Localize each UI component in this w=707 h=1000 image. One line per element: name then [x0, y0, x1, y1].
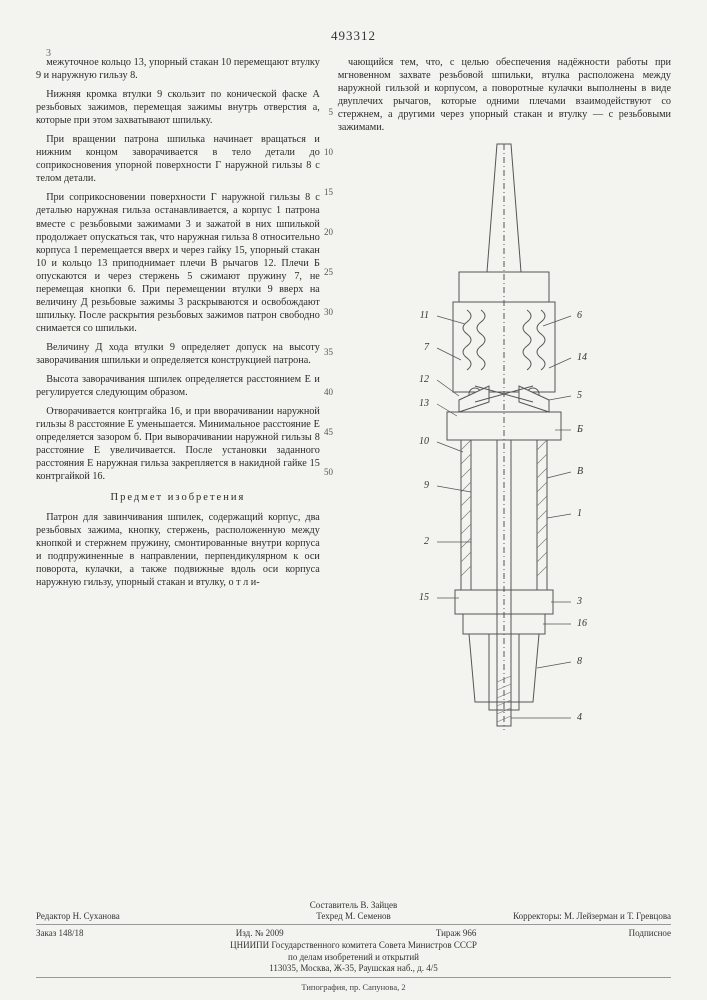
callout-label: 14 — [577, 352, 587, 363]
line-number: 5 — [324, 92, 333, 132]
line-number: 45 — [324, 412, 333, 452]
callout-label: В — [577, 466, 583, 477]
callout-label: 11 — [420, 310, 429, 321]
proof-label: Корректоры: — [513, 911, 562, 921]
callout-label: 13 — [419, 398, 429, 409]
paragraph: При вращении патрона шпилька начинает вр… — [36, 133, 320, 185]
publisher-address: 113035, Москва, Ж-35, Раушская наб., д. … — [36, 963, 671, 974]
line-number: 20 — [324, 212, 333, 252]
line-number: 15 — [324, 172, 333, 212]
line-number: 40 — [324, 372, 333, 412]
callout-label: 5 — [577, 390, 582, 401]
line-number: 35 — [324, 332, 333, 372]
right-column: чающийся тем, что, с целью обеспечения н… — [338, 56, 671, 732]
paragraph: Величину Д хода втулки 9 определяет допу… — [36, 341, 320, 367]
chuck-section-figure: 11 7 12 13 10 9 2 15 6 14 5 Б В 1 3 16 8 — [389, 142, 619, 732]
editor-label: Редактор — [36, 911, 70, 921]
text-columns: межуточное кольцо 13, упорный стакан 10 … — [36, 56, 671, 732]
line-number: 10 — [324, 132, 333, 172]
callout-label: 3 — [576, 596, 582, 607]
left-column: межуточное кольцо 13, упорный стакан 10 … — [36, 56, 320, 732]
footer-rule — [36, 924, 671, 925]
paragraph: Отворачивается контргайка 16, и при ввор… — [36, 405, 320, 483]
paragraph: Высота заворачивания шпилек определяется… — [36, 373, 320, 399]
order-number: Заказ 148/18 — [36, 928, 84, 938]
compiler-name: В. Зайцев — [360, 900, 397, 910]
callout-label: 1 — [577, 508, 582, 519]
line-number: 30 — [324, 292, 333, 332]
callout-label: 16 — [577, 618, 587, 629]
patent-page: 493312 3 5 10 15 20 25 30 35 40 45 50 ме… — [0, 0, 707, 1000]
callout-label: 2 — [424, 536, 429, 547]
techred-label: Техред — [316, 911, 343, 921]
subscription-mark: Подписное — [629, 928, 671, 938]
publisher-org: ЦНИИПИ Государственного комитета Совета … — [36, 940, 671, 951]
imprint-footer: Составитель В. Зайцев Редактор Н. Сухано… — [36, 898, 671, 992]
section-title: Предмет изобретения — [36, 491, 320, 504]
patent-number: 493312 — [36, 28, 671, 44]
circulation: Тираж 966 — [436, 928, 477, 938]
callout-label: 15 — [419, 592, 429, 603]
compiler-label: Составитель — [310, 900, 358, 910]
line-number-gutter: 5 10 15 20 25 30 35 40 45 50 — [324, 92, 333, 492]
publisher-org-line2: по делам изобретений и открытий — [36, 952, 671, 963]
claim-paragraph: Патрон для завинчивания шпилек, содержащ… — [36, 511, 320, 589]
page-marker: 3 — [46, 48, 51, 59]
callout-label: 7 — [424, 342, 430, 353]
paragraph: чающийся тем, что, с целью обеспечения н… — [338, 56, 671, 134]
line-number: 25 — [324, 252, 333, 292]
callout-label: 9 — [424, 480, 429, 491]
paragraph: При соприкосновении поверхности Г наружн… — [36, 191, 320, 335]
proof-names: М. Лейзерман и Т. Гревцова — [564, 911, 671, 921]
footer-rule — [36, 977, 671, 978]
paragraph: межуточное кольцо 13, упорный стакан 10 … — [36, 56, 320, 82]
callout-label: Б — [576, 424, 583, 435]
techred-name: М. Семенов — [345, 911, 391, 921]
printer-line: Типография, пр. Сапунова, 2 — [36, 982, 671, 992]
callout-label: 12 — [419, 374, 429, 385]
paragraph: Нижняя кромка втулки 9 скользит по конич… — [36, 88, 320, 127]
callout-label: 4 — [577, 712, 582, 723]
right-column-text: чающийся тем, что, с целью обеспечения н… — [338, 56, 671, 134]
callout-label: 10 — [419, 436, 429, 447]
line-number: 50 — [324, 452, 333, 492]
callout-label: 8 — [577, 656, 582, 667]
editor-name: Н. Суханова — [73, 911, 120, 921]
callout-label: 6 — [577, 310, 582, 321]
edition-number: Изд. № 2009 — [236, 928, 284, 938]
